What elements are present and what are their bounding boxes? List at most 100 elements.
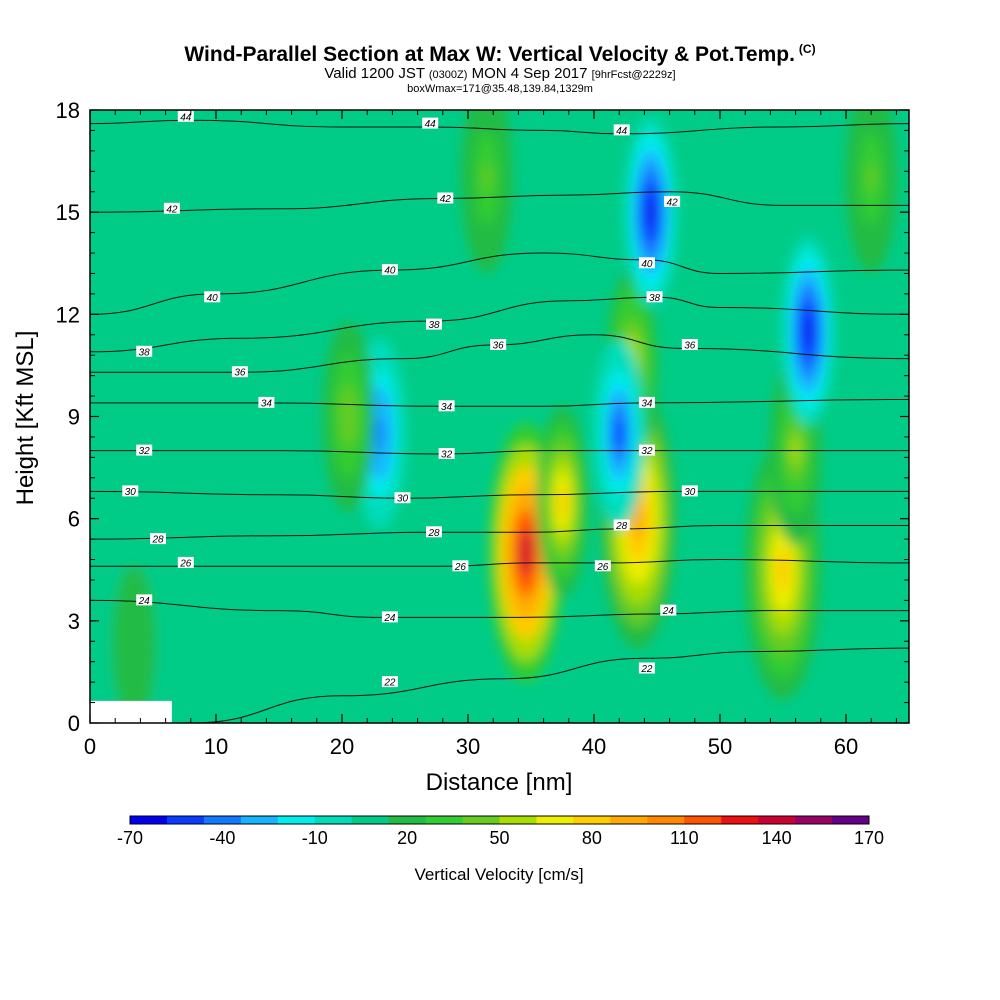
colorbar-swatch (277, 816, 316, 824)
y-tick-label: 6 (68, 507, 80, 532)
colorbar-swatch (721, 816, 759, 824)
x-axis-title: Distance [nm] (426, 769, 573, 796)
colorbar-tick-label: -40 (209, 828, 235, 848)
x-tick-label: 30 (456, 734, 480, 759)
colorbar-swatch (684, 816, 722, 824)
colorbar-title: Vertical Velocity [cm/s] (414, 865, 583, 884)
velocity-cell-6 (646, 196, 655, 228)
colorbar-swatch (314, 816, 353, 824)
contour-label-box (204, 291, 221, 303)
terrain (90, 700, 172, 723)
contour-label: 30 (397, 494, 409, 505)
contour-label-box (136, 444, 153, 456)
velocity-cell-4 (776, 548, 790, 592)
contour-label: 34 (441, 402, 453, 413)
colorbar-tick-label: 50 (489, 828, 509, 848)
contour-label: 36 (234, 368, 246, 379)
contour-label-box (150, 533, 166, 545)
contour-label: 32 (139, 446, 151, 457)
theta-contour-38 (90, 296, 909, 353)
contour-label: 30 (125, 487, 137, 498)
contour-label-box (231, 366, 248, 378)
contour-label: 44 (616, 126, 628, 137)
contour-label-box (613, 519, 630, 531)
boxwmax-line: boxWmax=171@35.48,139.84,1329m (407, 83, 593, 95)
contour-label: 38 (139, 347, 151, 358)
colorbar-swatch (795, 816, 833, 824)
contour-label-box (258, 396, 275, 408)
contour-label-box (681, 339, 698, 350)
contour-label-box (136, 345, 153, 357)
colorbar-tick-label: -70 (117, 828, 143, 848)
contour-label-box (381, 611, 398, 623)
velocity-cell-10 (129, 628, 139, 661)
colorbar-swatch (462, 816, 500, 824)
colorbar-tick-label: 170 (854, 828, 884, 848)
y-tick-label: 9 (68, 405, 80, 430)
contour-label-box (381, 676, 398, 688)
velocity-cell-8 (803, 315, 813, 348)
contour-label-box (664, 195, 681, 207)
colorbar-swatch (832, 816, 870, 824)
y-tick-label: 12 (56, 302, 80, 327)
theta-contour-34 (90, 399, 909, 407)
velocity-cell-13 (344, 400, 353, 433)
contour-label-box (422, 117, 439, 129)
contour-label-box (638, 257, 655, 269)
contour-label: 22 (640, 664, 653, 675)
contour-label: 42 (667, 197, 679, 208)
contour-label: 32 (641, 446, 653, 457)
y-tick-label: 18 (56, 98, 80, 123)
y-tick-label: 15 (56, 200, 80, 225)
colorbar-swatch (536, 816, 574, 824)
theta-contour-30 (90, 490, 909, 499)
colorbar-tick-label: -10 (302, 828, 328, 848)
contour-label: 28 (151, 535, 164, 546)
contour-label: 24 (662, 606, 675, 617)
contour-label-box (381, 264, 398, 276)
velocity-field (108, 110, 898, 723)
contour-label-box (452, 560, 469, 572)
contour-label: 28 (615, 521, 628, 532)
contour-label-box (490, 339, 507, 350)
velocity-cell-9 (375, 417, 385, 450)
velocity-cell-0 (519, 531, 533, 575)
contour-label: 26 (596, 562, 609, 573)
contour-label-box (426, 318, 442, 330)
x-tick-label: 50 (708, 734, 732, 759)
colorbar-swatch (130, 816, 168, 824)
velocity-cell-1 (558, 485, 567, 518)
colorbar-tick-label: 110 (670, 828, 699, 848)
valid-time-line: Valid 1200 JST (0300Z) MON 4 Sep 2017 [9… (324, 65, 676, 82)
copyright-mark: (C) (798, 42, 816, 56)
colorbar-swatch (499, 816, 537, 824)
theta-contour-22 (190, 647, 909, 723)
x-tick-label: 60 (834, 734, 858, 759)
colorbar-swatch (610, 816, 648, 824)
colorbar-frame (129, 815, 870, 825)
contour-label-box (594, 560, 611, 572)
colorbar-tick-label: 20 (397, 828, 417, 848)
theta-contour-28 (90, 524, 909, 540)
theta-contour-26 (90, 558, 909, 567)
contour-label-box (437, 192, 454, 204)
contour-label-box (163, 202, 180, 214)
contour-label-box (438, 448, 455, 459)
contour-label: 44 (425, 119, 437, 130)
theta-contour-24 (90, 599, 909, 618)
contour-label-box (638, 444, 655, 456)
contour-label-box (660, 604, 677, 616)
x-tick-label: 20 (330, 734, 354, 759)
colorbar-swatch (647, 816, 685, 824)
contour-label-box (646, 291, 663, 303)
colorbar-tick-label: 80 (582, 828, 602, 848)
x-tick-label: 40 (582, 734, 606, 759)
contour-label: 40 (641, 259, 653, 270)
contour-label: 32 (441, 450, 453, 461)
colorbar-swatch (573, 816, 611, 824)
contour-label: 42 (166, 204, 178, 215)
contour-label: 26 (454, 562, 467, 573)
y-axis-title: Height [Kft MSL] (12, 331, 39, 506)
contour-label: 22 (383, 678, 396, 689)
